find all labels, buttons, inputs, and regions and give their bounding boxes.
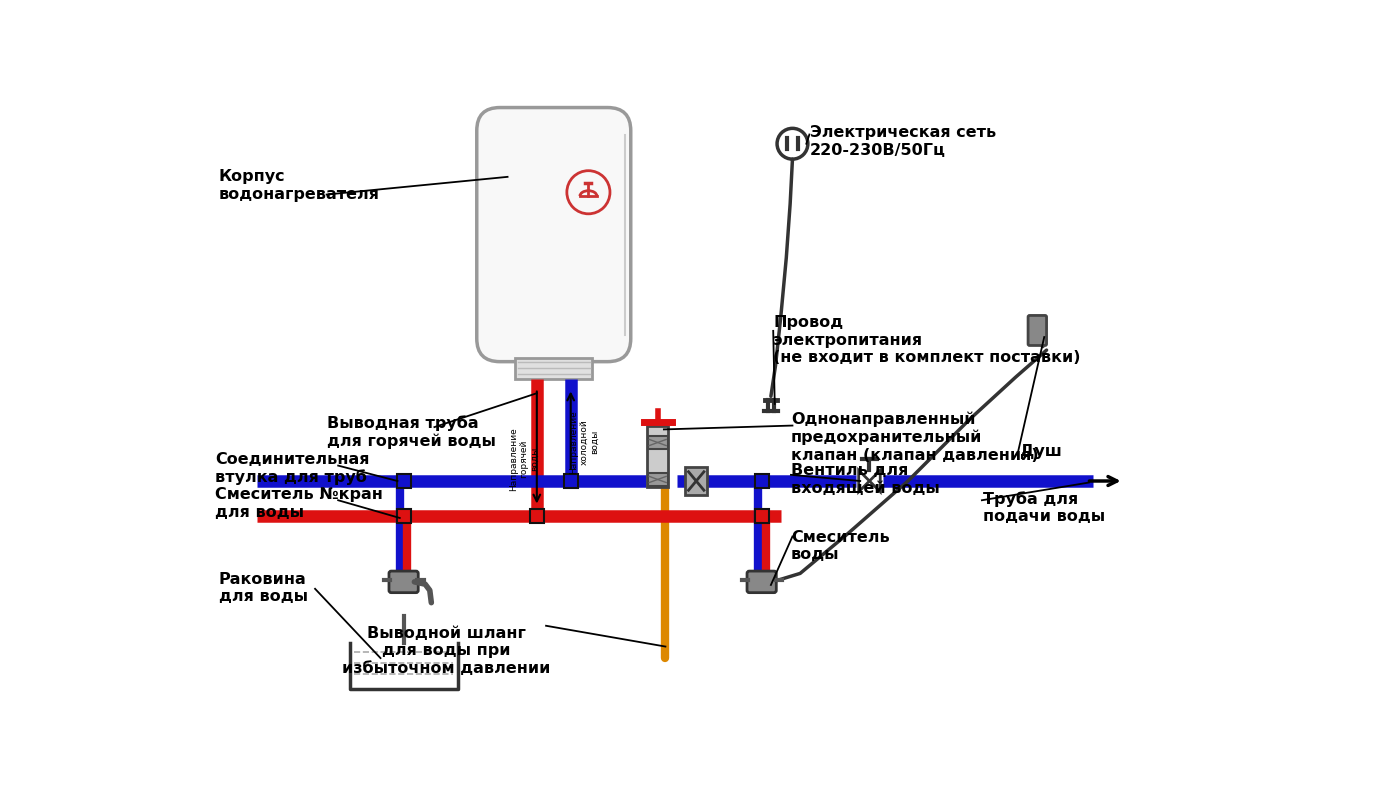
Text: Однонаправленный
предохранительный
клапан (клапан давления): Однонаправленный предохранительный клапа… (790, 412, 1038, 462)
FancyBboxPatch shape (389, 571, 418, 593)
Polygon shape (858, 470, 869, 492)
Text: Электрическая сеть
220-230В/50Гц: Электрическая сеть 220-230В/50Гц (810, 126, 996, 158)
Text: Раковина
для воды: Раковина для воды (219, 572, 307, 604)
Text: Корпус
водонагревателя: Корпус водонагревателя (219, 169, 379, 202)
Polygon shape (869, 470, 880, 492)
Bar (530, 509, 544, 522)
FancyBboxPatch shape (476, 107, 631, 362)
FancyBboxPatch shape (1028, 315, 1046, 346)
Circle shape (776, 128, 808, 159)
Text: Смеситель
воды: Смеситель воды (790, 530, 890, 562)
Text: Выводной шланг
для воды при
избыточном давлении: Выводной шланг для воды при избыточном д… (342, 626, 551, 675)
Text: Соединительная
втулка для труб: Соединительная втулка для труб (215, 452, 370, 485)
Text: Вентиль для
входящей воды: Вентиль для входящей воды (790, 463, 940, 496)
Bar (563, 474, 577, 488)
Bar (754, 509, 768, 522)
Text: Провод
электропитания
(не входит в комплект поставки): Провод электропитания (не входит в компл… (774, 315, 1081, 366)
Text: Душ: Душ (1020, 444, 1062, 459)
FancyBboxPatch shape (747, 571, 776, 593)
Circle shape (567, 170, 610, 214)
Bar (685, 467, 707, 495)
Bar (397, 474, 411, 488)
Text: Труба для
подачи воды: Труба для подачи воды (984, 491, 1106, 524)
Text: Направление
холодной
воды: Направление холодной воды (569, 410, 599, 474)
Text: Направление
горячей
воды: Направление горячей воды (509, 427, 538, 491)
Bar (397, 509, 411, 522)
Bar (646, 426, 668, 487)
FancyBboxPatch shape (648, 435, 667, 450)
Text: Смеситель №кран
для воды: Смеситель №кран для воды (215, 487, 383, 519)
Text: Выводная труба
для горячей воды: Выводная труба для горячей воды (327, 415, 495, 450)
FancyBboxPatch shape (648, 473, 667, 486)
Bar (515, 358, 592, 379)
Bar (754, 474, 768, 488)
